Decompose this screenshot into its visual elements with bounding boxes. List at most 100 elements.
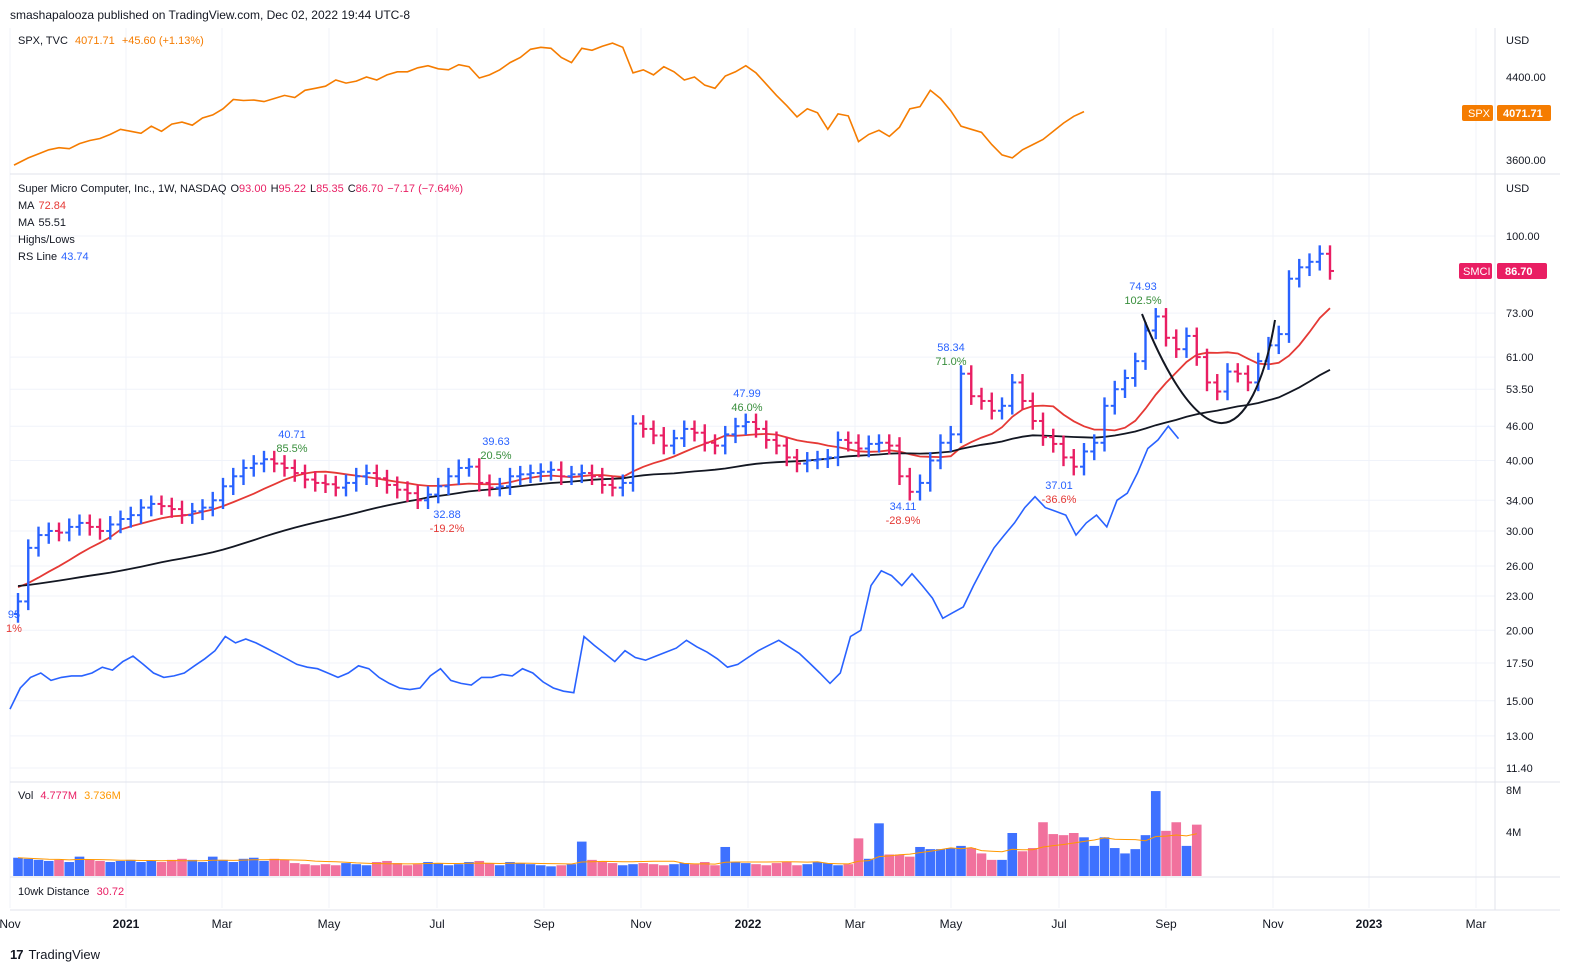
volume-bar: [781, 862, 792, 876]
tradingview-brand[interactable]: 17 TradingView: [10, 947, 100, 962]
volume-bar: [1058, 835, 1069, 876]
ohlc-bar: [834, 431, 842, 467]
volume-bar: [320, 864, 331, 876]
volume-bar: [1048, 834, 1059, 876]
ohlc-bar: [24, 539, 33, 611]
ohlc-bar: [875, 434, 883, 453]
ma1-value: 72.84: [38, 200, 67, 212]
ohlc-l-label: L: [310, 183, 317, 195]
spx-currency-label: USD: [1506, 35, 1529, 47]
volume-legend[interactable]: Vol 4.777M 3.736M: [18, 788, 125, 805]
highs-lows-legend[interactable]: Highs/Lows: [18, 232, 467, 249]
ma1-label: MA: [18, 200, 35, 212]
ohlc-bar: [301, 464, 309, 489]
volume-bar: [679, 863, 690, 876]
ohlc-bar: [475, 458, 484, 492]
ohlc-bar: [321, 474, 330, 493]
ohlc-bar: [147, 495, 156, 517]
ohlc-bar: [1244, 365, 1252, 392]
ohlc-bar: [352, 467, 361, 492]
ohlc-bar: [516, 465, 525, 486]
volume-bar: [95, 860, 105, 876]
spx-badge-value: 4071.71: [1503, 108, 1543, 120]
ohlc-bar: [526, 464, 535, 484]
ohlc-bar: [65, 518, 74, 542]
ohlc-bar: [208, 491, 217, 517]
ohlc-bar: [977, 387, 986, 410]
volume-bar: [136, 862, 146, 876]
vol-ytick-4m: 4M: [1506, 827, 1521, 839]
volume-bar: [156, 862, 167, 876]
ma-slow-line: [17, 369, 1331, 587]
volume-bar: [392, 863, 403, 876]
ohlc-bar: [670, 429, 678, 455]
annotation-price-3: 47.99: [733, 388, 761, 400]
annotation-price-4: 34.11: [890, 501, 917, 513]
ohlc-bar: [1285, 270, 1293, 343]
highs-lows-label: Highs/Lows: [18, 234, 75, 246]
ohlc-bar: [44, 522, 53, 544]
volume-bar: [330, 865, 341, 876]
volume-bar: [187, 859, 198, 876]
smci-badge-symbol: SMCI: [1463, 266, 1491, 278]
ohlc-bar: [290, 459, 299, 482]
ma2-label: MA: [18, 217, 35, 229]
ohlc-c-label: C: [347, 183, 356, 195]
ohlc-bar: [731, 417, 740, 444]
volume-bar: [54, 859, 64, 876]
ohlc-bar: [608, 476, 617, 497]
volume-bar: [1068, 833, 1079, 876]
volume-bar: [761, 865, 772, 876]
ohlc-bar: [618, 474, 627, 497]
ohlc-change: −7.17 (−7.64%): [387, 183, 464, 195]
volume-bar: [1038, 822, 1048, 876]
main-ytick-13: 13.00: [1506, 731, 1534, 743]
x-label-11: Sep: [1155, 917, 1177, 931]
ohlc-bar: [229, 467, 238, 496]
ohlc-bar: [1080, 443, 1088, 476]
tradingview-logo-icon: 17: [10, 947, 24, 962]
main-title[interactable]: Super Micro Computer, Inc., 1W, NASDAQ: [18, 183, 227, 195]
annotation-pct-2: 20.5%: [480, 450, 511, 462]
volume-bar: [74, 856, 85, 876]
ma1-legend[interactable]: MA 72.84: [18, 198, 467, 215]
ohlc-bar: [1110, 380, 1119, 415]
smci-badge-symbol-bg: [1459, 263, 1492, 279]
annotation-price-0: 40.71: [278, 429, 306, 441]
ohlc-bar: [1131, 352, 1140, 387]
ohlc-bar: [577, 464, 586, 484]
ma2-legend[interactable]: MA 55.51: [18, 215, 467, 232]
volume-bar: [822, 863, 833, 876]
volume-bar: [802, 864, 813, 876]
ohlc-bar: [137, 499, 145, 524]
ohlc-bar: [434, 477, 443, 504]
ohlc-bar: [1295, 258, 1304, 288]
volume-bar: [710, 865, 720, 876]
volume-bar: [43, 860, 54, 876]
volume-bar: [535, 865, 546, 876]
main-ytick-4: 46.00: [1506, 421, 1534, 433]
ohlc-bar: [536, 463, 545, 482]
ohlc-bar: [987, 392, 996, 420]
x-label-1: 2021: [113, 917, 140, 931]
ohlc-bar: [905, 467, 914, 501]
ohlc-bar: [85, 514, 94, 536]
volume-bar: [494, 865, 505, 876]
main-ytick-5: 40.00: [1506, 455, 1534, 467]
ohlc-bar: [1223, 363, 1232, 401]
volume-bar: [771, 863, 782, 876]
ohlc-bar: [1233, 363, 1242, 383]
spx-symbol[interactable]: SPX, TVC: [18, 35, 68, 47]
distance-legend[interactable]: 10wk Distance 30.72: [18, 884, 128, 901]
ohlc-bar: [1049, 428, 1058, 453]
ohlc-bar: [96, 518, 104, 540]
volume-bar: [617, 865, 628, 876]
volume-bar: [669, 864, 679, 876]
ohlc-bar: [1162, 308, 1170, 347]
main-ytick-2: 61.00: [1506, 352, 1534, 364]
rs-legend[interactable]: RS Line 43.74: [18, 249, 467, 266]
ohlc-bar: [752, 413, 760, 438]
ohlc-bar: [1018, 374, 1027, 410]
distance-value: 30.72: [96, 886, 125, 898]
